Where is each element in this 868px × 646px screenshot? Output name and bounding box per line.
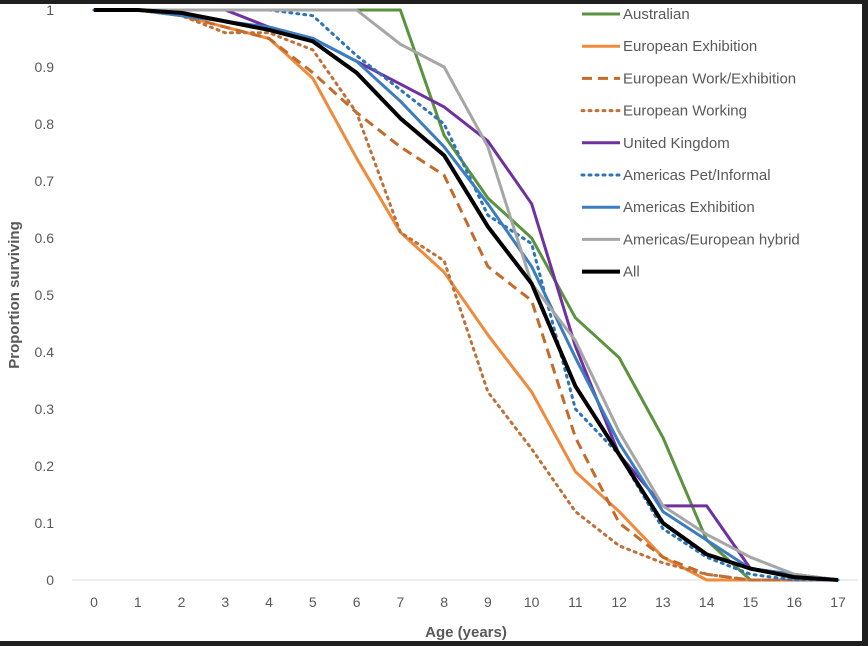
x-tick-label: 1 xyxy=(134,594,142,610)
x-tick-label: 12 xyxy=(611,594,627,610)
x-tick-label: 6 xyxy=(353,594,361,610)
x-tick-label: 0 xyxy=(90,594,98,610)
y-tick-label: 0.7 xyxy=(35,173,55,189)
legend-label: Americas Exhibition xyxy=(623,199,755,216)
y-tick-label: 0 xyxy=(46,572,54,588)
y-tick-label: 1 xyxy=(46,2,54,18)
legend: Australian European Exhibition European Wo… xyxy=(580,6,800,281)
series-line-americas-european-hybrid xyxy=(94,8,839,582)
y-tick-label: 0.8 xyxy=(35,116,55,132)
x-tick-label: 2 xyxy=(178,594,186,610)
series-line-european-working xyxy=(92,8,840,582)
x-tick-label: 5 xyxy=(309,594,317,610)
x-tick-label: 9 xyxy=(484,594,492,610)
legend-label: All xyxy=(623,264,640,281)
legend-label: United Kingdom xyxy=(623,135,730,152)
x-tick-label: 14 xyxy=(699,594,715,610)
x-tick-label: 10 xyxy=(524,594,540,610)
y-tick-label: 0.3 xyxy=(35,401,55,417)
legend-label: Australian xyxy=(623,6,690,23)
series-line-americas-pet-informal xyxy=(92,8,840,582)
series-line-european-exhibition xyxy=(94,8,838,582)
y-tick-label: 0.9 xyxy=(35,59,55,75)
x-tick-label: 13 xyxy=(655,594,671,610)
x-tick-label: 7 xyxy=(396,594,404,610)
x-tick-label: 4 xyxy=(265,594,273,610)
series-line-european-work-exhibition xyxy=(94,8,838,582)
legend-label: European Exhibition xyxy=(623,38,757,55)
y-tick-label: 0.2 xyxy=(35,458,55,474)
y-tick-label: 0.4 xyxy=(35,344,55,360)
x-tick-label: 17 xyxy=(830,594,846,610)
y-axis-label: Proportion surviving xyxy=(6,221,23,369)
x-tick-label: 16 xyxy=(786,594,802,610)
x-tick-label: 15 xyxy=(743,594,759,610)
x-tick-label: 3 xyxy=(221,594,229,610)
y-tick-label: 0.6 xyxy=(35,230,55,246)
chart-background xyxy=(0,4,862,641)
legend-label: European Working xyxy=(623,103,747,120)
y-tick-label: 0.5 xyxy=(35,287,55,303)
legend-label: European Work/Exhibition xyxy=(623,70,796,87)
series-line-all xyxy=(94,8,839,582)
legend-label: Americas/European hybrid xyxy=(623,231,800,248)
x-axis-label: Age (years) xyxy=(425,624,507,641)
x-tick-label: 11 xyxy=(568,594,583,610)
y-tick-label: 0.1 xyxy=(35,515,55,531)
x-tick-label: 8 xyxy=(440,594,448,610)
legend-label: Americas Pet/Informal xyxy=(623,167,771,184)
